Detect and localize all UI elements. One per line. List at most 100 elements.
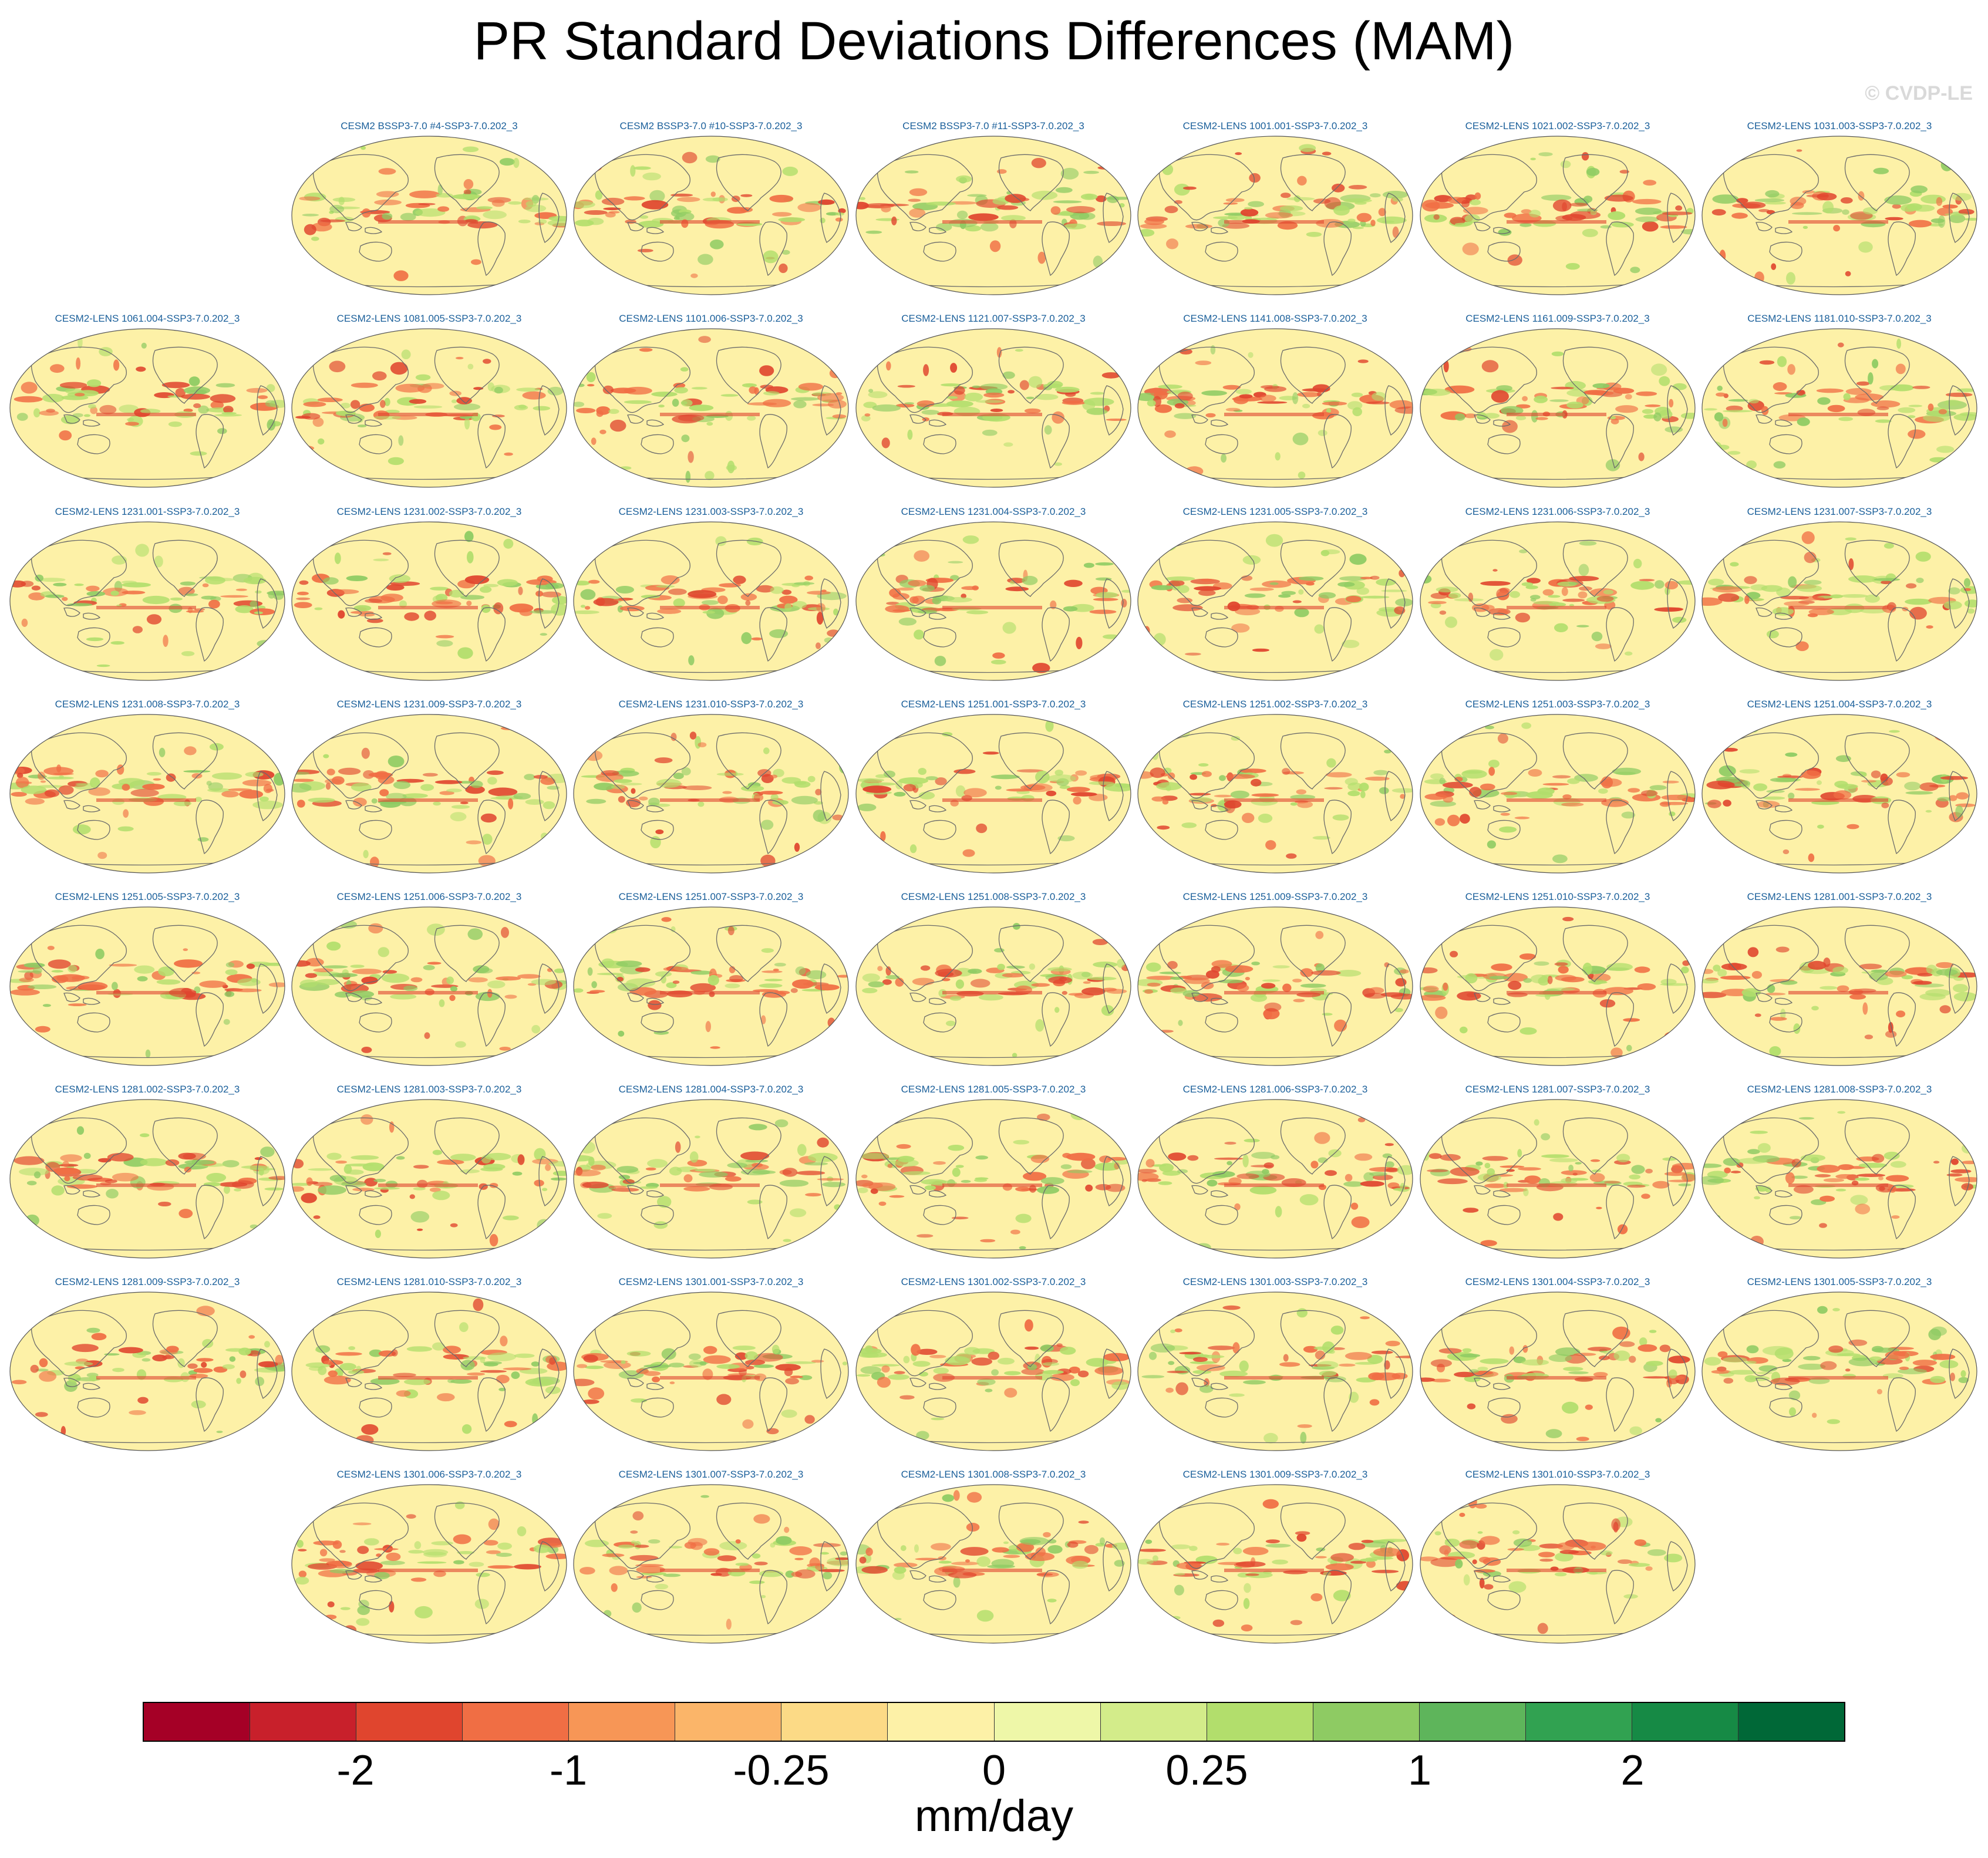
anomaly-field [579, 1495, 848, 1636]
world-map [573, 136, 849, 295]
world-map [573, 906, 849, 1066]
panel-title: CESM2-LENS 1231.004-SSP3-7.0.202_3 [901, 506, 1086, 517]
map-panel: CESM2-LENS 1251.003-SSP3-7.0.202_3 [1418, 699, 1697, 886]
panel-title: CESM2-LENS 1281.003-SSP3-7.0.202_3 [336, 1084, 522, 1095]
anomaly-field [1705, 723, 1976, 866]
map-outline [291, 906, 567, 1066]
anomaly-field [295, 346, 564, 480]
world-map [291, 1099, 567, 1259]
anomaly-field [1420, 539, 1695, 673]
map-outline [1137, 1292, 1413, 1451]
world-map [1701, 906, 1977, 1066]
anomaly-field [1702, 1111, 1977, 1251]
world-map [1420, 136, 1696, 295]
map-outline [1420, 1099, 1696, 1259]
map-outline [9, 328, 285, 488]
world-map [1420, 906, 1696, 1066]
map-outline [1137, 714, 1413, 874]
map-outline [291, 714, 567, 874]
map-outline [1420, 906, 1696, 1066]
map-background [856, 1100, 1131, 1258]
colorbar-swatch [994, 1703, 1101, 1741]
map-outline [291, 1484, 567, 1644]
map-panel: CESM2-LENS 1231.009-SSP3-7.0.202_3 [290, 699, 568, 886]
panel-title: CESM2-LENS 1021.002-SSP3-7.0.202_3 [1465, 120, 1650, 131]
panel-title: CESM2-LENS 1301.006-SSP3-7.0.202_3 [336, 1469, 522, 1480]
map-background [292, 1292, 567, 1451]
world-map [9, 1292, 285, 1451]
world-map [1137, 714, 1413, 874]
panel-title: CESM2-LENS 1281.002-SSP3-7.0.202_3 [55, 1084, 240, 1095]
panel-title: CESM2 BSSP3-7.0 #4-SSP3-7.0.202_3 [341, 120, 518, 131]
anomaly-field [10, 537, 285, 673]
colorbar-swatch [1738, 1703, 1844, 1741]
map-outline [573, 1099, 849, 1259]
colorbar-tick-label: 0 [982, 1747, 1006, 1794]
anomaly-field [856, 1110, 1130, 1251]
world-map [1701, 1099, 1977, 1259]
panel-title: CESM2-LENS 1251.004-SSP3-7.0.202_3 [1747, 699, 1932, 710]
colorbar-tick-label: -2 [336, 1747, 375, 1794]
panel-title: CESM2-LENS 1251.005-SSP3-7.0.202_3 [55, 891, 240, 902]
map-panel: CESM2-LENS 1251.004-SSP3-7.0.202_3 [1700, 699, 1979, 886]
anomaly-field [856, 720, 1131, 866]
panel-title: CESM2-LENS 1001.001-SSP3-7.0.202_3 [1182, 120, 1368, 131]
map-outline [855, 714, 1131, 874]
world-map [1420, 1099, 1696, 1259]
map-background [1138, 1292, 1413, 1451]
panel-title: CESM2-LENS 1121.007-SSP3-7.0.202_3 [901, 313, 1086, 324]
map-panel: CESM2-LENS 1251.005-SSP3-7.0.202_3 [8, 891, 287, 1079]
map-outline [9, 521, 285, 681]
map-panel: CESM2-LENS 1281.010-SSP3-7.0.202_3 [290, 1276, 568, 1464]
map-panel: CESM2-LENS 1301.010-SSP3-7.0.202_3 [1418, 1469, 1697, 1657]
panel-title: CESM2-LENS 1301.008-SSP3-7.0.202_3 [901, 1469, 1086, 1480]
panel-title: CESM2-LENS 1281.008-SSP3-7.0.202_3 [1747, 1084, 1932, 1095]
map-panel: CESM2-LENS 1231.006-SSP3-7.0.202_3 [1418, 506, 1697, 694]
world-map [9, 328, 285, 488]
anomaly-field [1420, 1495, 1688, 1637]
panel-title: CESM2-LENS 1281.004-SSP3-7.0.202_3 [618, 1084, 804, 1095]
map-panel: CESM2-LENS 1281.002-SSP3-7.0.202_3 [8, 1084, 287, 1272]
colorbar-units: mm/day [914, 1791, 1074, 1841]
world-map [573, 1099, 849, 1259]
map-panel: CESM2-LENS 1001.001-SSP3-7.0.202_3 [1136, 120, 1414, 308]
world-map [855, 906, 1131, 1066]
map-panel: CESM2-LENS 1281.005-SSP3-7.0.202_3 [854, 1084, 1133, 1272]
map-outline [1701, 328, 1977, 488]
map-panel: CESM2-LENS 1231.008-SSP3-7.0.202_3 [8, 699, 287, 886]
world-map [1137, 521, 1413, 681]
map-outline [1137, 1099, 1413, 1259]
map-panel: CESM2-LENS 1281.003-SSP3-7.0.202_3 [290, 1084, 568, 1272]
map-panel: CESM2-LENS 1301.008-SSP3-7.0.202_3 [854, 1469, 1133, 1657]
anomaly-field [574, 916, 848, 1058]
panel-title: CESM2-LENS 1231.006-SSP3-7.0.202_3 [1465, 506, 1650, 517]
map-panel: CESM2-LENS 1231.007-SSP3-7.0.202_3 [1700, 506, 1979, 694]
world-map [1137, 906, 1413, 1066]
world-map [9, 906, 285, 1066]
panel-title: CESM2-LENS 1301.004-SSP3-7.0.202_3 [1465, 1276, 1650, 1287]
map-panel: CESM2-LENS 1251.007-SSP3-7.0.202_3 [572, 891, 850, 1079]
world-map [1137, 1292, 1413, 1451]
map-background [574, 1100, 848, 1258]
map-outline [291, 1099, 567, 1259]
map-panel: CESM2-LENS 1081.005-SSP3-7.0.202_3 [290, 313, 568, 501]
colorbar-swatch [250, 1703, 357, 1741]
map-background [574, 714, 848, 873]
panel-title: CESM2-LENS 1301.005-SSP3-7.0.202_3 [1747, 1276, 1932, 1287]
world-map [1420, 521, 1696, 681]
map-panel: CESM2-LENS 1231.002-SSP3-7.0.202_3 [290, 506, 568, 694]
map-panel: CESM2-LENS 1251.010-SSP3-7.0.202_3 [1418, 891, 1697, 1079]
anomaly-field [574, 532, 847, 673]
map-outline [855, 136, 1131, 295]
colorbar-tick-label: -1 [549, 1747, 588, 1794]
map-outline [1701, 906, 1977, 1066]
panel-title: CESM2-LENS 1101.006-SSP3-7.0.202_3 [619, 313, 803, 324]
world-map [1420, 1484, 1696, 1644]
map-panel-grid: CESM2 BSSP3-7.0 #4-SSP3-7.0.202_3 CESM2 B… [8, 120, 1979, 1657]
world-map [9, 521, 285, 681]
panel-title: CESM2-LENS 1231.001-SSP3-7.0.202_3 [55, 506, 240, 517]
panel-title: CESM2-LENS 1301.001-SSP3-7.0.202_3 [618, 1276, 804, 1287]
anomaly-field [10, 732, 285, 866]
anomaly-field [574, 336, 847, 483]
map-background [292, 522, 567, 680]
